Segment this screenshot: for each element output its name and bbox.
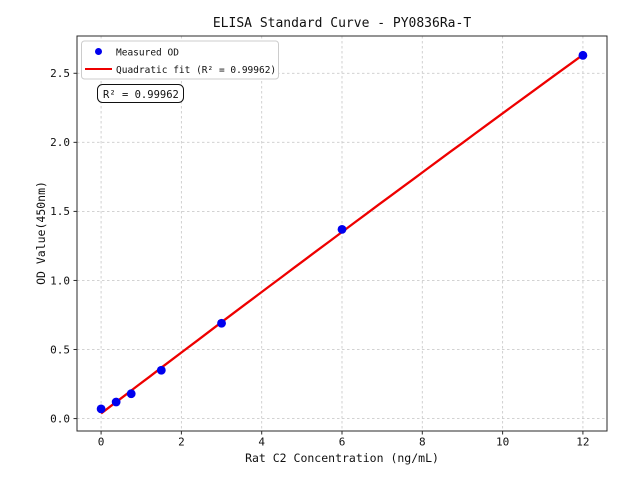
y-tick-label: 2.5: [50, 67, 70, 80]
data-point: [156, 365, 166, 375]
data-point: [217, 318, 226, 328]
grid-lines: [77, 36, 607, 431]
x-tick-label: 10: [496, 436, 509, 449]
data-point: [126, 389, 136, 399]
y-tick-label: 1.0: [50, 274, 70, 287]
x-axis-label: Rat C2 Concentration (ng/mL): [245, 451, 439, 465]
chart-title: ELISA Standard Curve - PY0836Ra-T: [213, 16, 471, 31]
y-axis-label: OD Value(450nm): [34, 181, 48, 285]
legend: Measured OD Quadratic fit (R² = 0.99962): [81, 40, 279, 80]
axis-ticks: 0 2 4 6 8 10 12 0.0 0.5 1.0 1.5 2.0 2.5: [50, 67, 589, 448]
data-point: [96, 404, 106, 414]
r-squared-annotation: R² = 0.99962: [97, 84, 184, 103]
data-point: [111, 397, 121, 407]
x-tick-label: 0: [98, 436, 105, 449]
r-squared-annotation-box: [97, 84, 184, 103]
r-squared-annotation-text: R² = 0.99962: [103, 89, 179, 101]
x-tick-label: 8: [419, 436, 426, 449]
x-tick-label: 2: [178, 436, 185, 449]
y-tick-label: 0.5: [50, 343, 70, 356]
legend-label-quadratic-fit: Quadratic fit (R² = 0.99962): [116, 65, 276, 76]
legend-marker-measured-od-icon: [95, 48, 102, 55]
legend-box: [81, 40, 279, 80]
x-tick-label: 12: [576, 436, 589, 449]
x-tick-label: 6: [339, 436, 346, 449]
quadratic-fit-line: [100, 53, 584, 415]
x-tick-label: 4: [258, 436, 265, 449]
y-tick-label: 2.0: [50, 136, 70, 149]
legend-label-measured-od: Measured OD: [116, 48, 179, 59]
plot-series: [96, 50, 588, 415]
data-point: [578, 50, 588, 60]
data-point: [337, 224, 347, 234]
y-tick-label: 0.0: [50, 412, 70, 425]
y-tick-label: 1.5: [50, 205, 70, 218]
